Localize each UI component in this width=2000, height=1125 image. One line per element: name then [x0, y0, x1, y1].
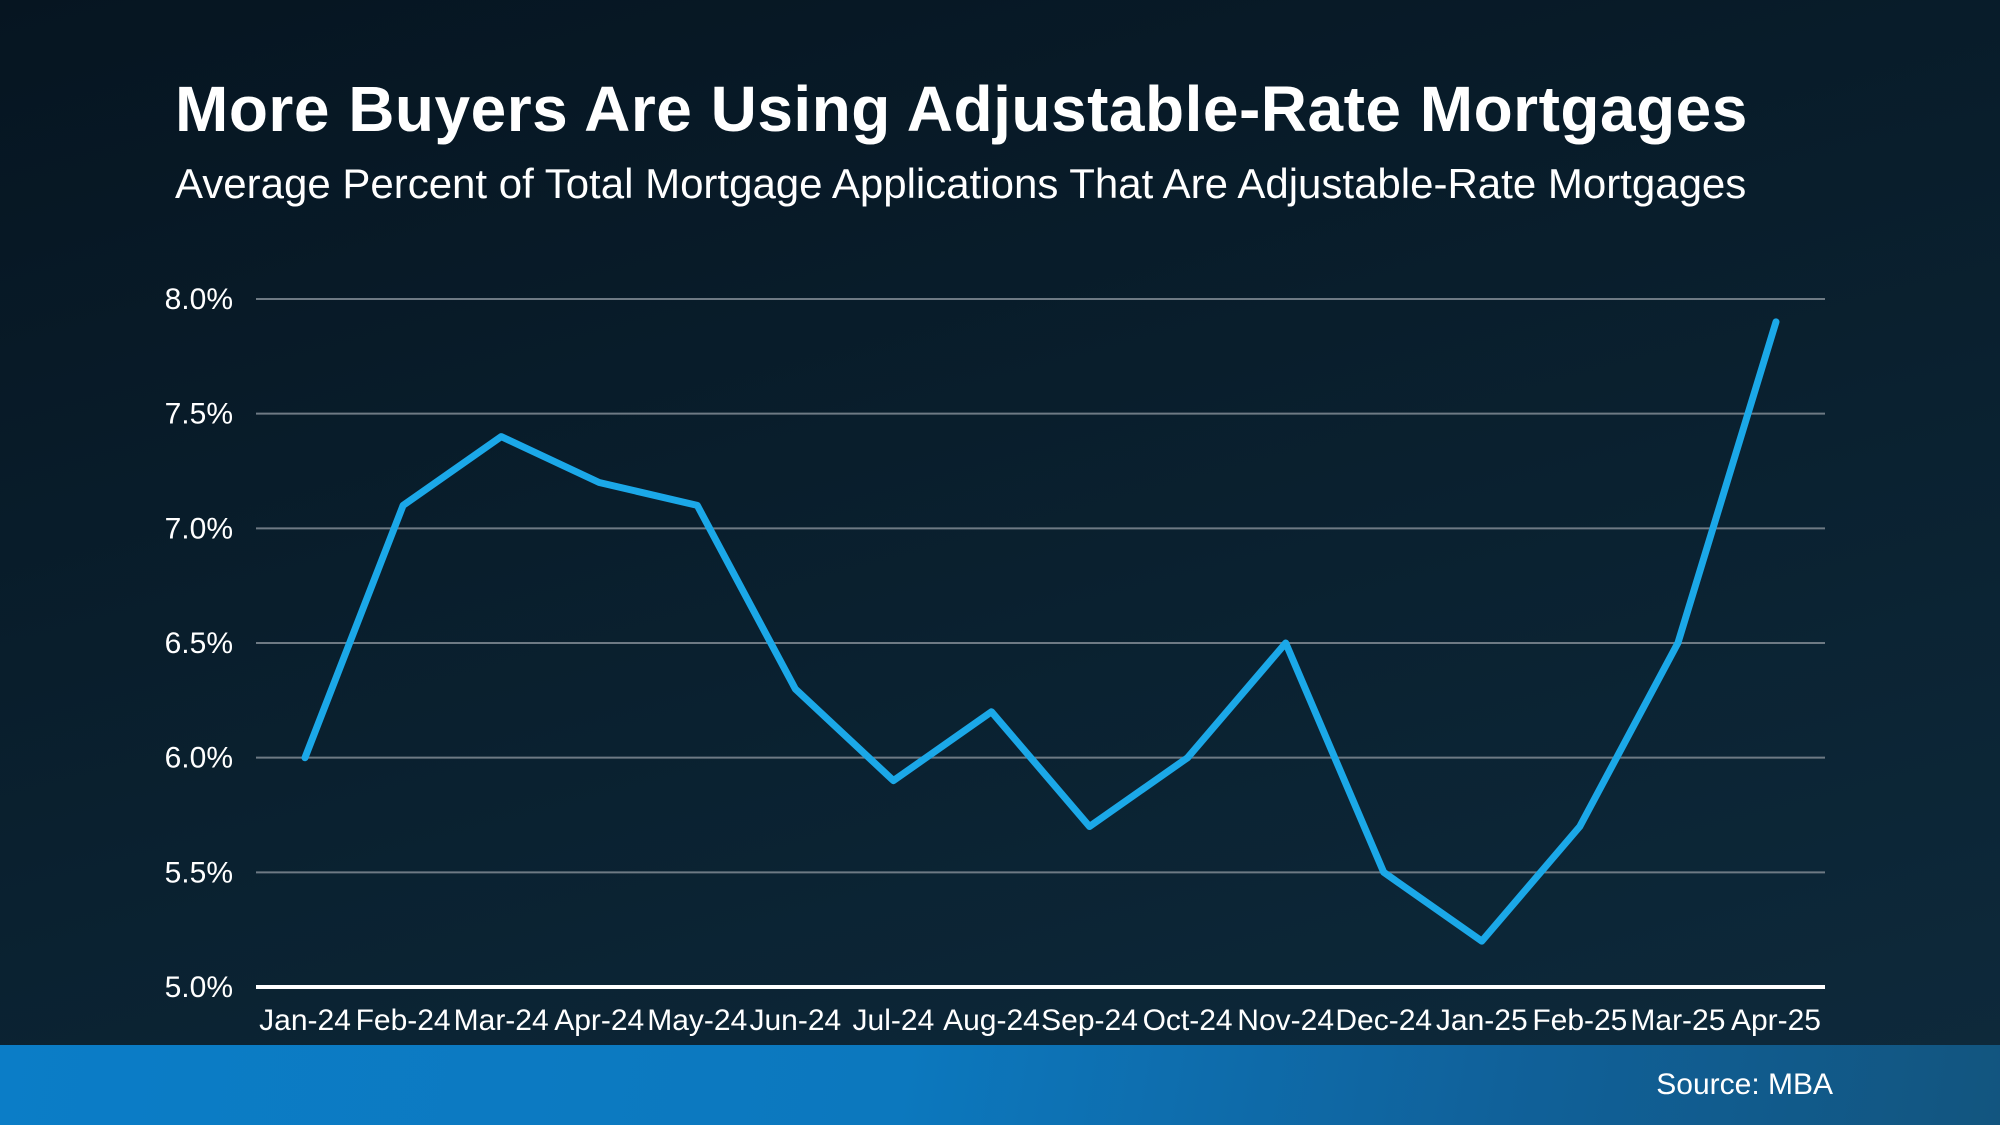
y-tick-label: 7.0% — [165, 512, 233, 545]
x-tick-label: Feb-24 — [356, 1004, 451, 1037]
y-tick-label: 6.0% — [165, 742, 233, 775]
x-tick-label: May-24 — [647, 1004, 747, 1037]
x-tick-label: Aug-24 — [943, 1004, 1040, 1037]
x-tick-label: Mar-25 — [1630, 1004, 1725, 1037]
footer-bar: Source: MBA — [0, 1045, 2000, 1125]
y-axis-tick-labels: 5.0% 5.5% 6.0% 6.5% 7.0% 7.5% 8.0% — [165, 283, 233, 1004]
x-axis-tick-labels: Jan-24 Feb-24 Mar-24 Apr-24 May-24 Jun-24 Jul-… — [259, 1004, 1821, 1037]
y-tick-label: 8.0% — [165, 283, 233, 316]
chart-title: More Buyers Are Using Adjustable-Rate Mo… — [175, 73, 1748, 145]
data-series-layer — [301, 318, 1780, 945]
gridlines — [256, 298, 1825, 989]
chart-subtitle: Average Percent of Total Mortgage Applic… — [175, 160, 1747, 207]
y-tick-label: 5.5% — [165, 856, 233, 889]
x-tick-label: Mar-24 — [454, 1004, 549, 1037]
x-tick-label: Jan-24 — [259, 1004, 351, 1037]
x-tick-label: Jul-24 — [853, 1004, 935, 1037]
y-tick-label: 5.0% — [165, 971, 233, 1004]
x-tick-label: Jan-25 — [1436, 1004, 1528, 1037]
x-tick-label: Apr-25 — [1731, 1004, 1821, 1037]
x-tick-label: Nov-24 — [1237, 1004, 1334, 1037]
source-label: Source: MBA — [1656, 1068, 1833, 1101]
x-tick-label: Sep-24 — [1041, 1004, 1138, 1037]
y-tick-label: 6.5% — [165, 627, 233, 660]
y-tick-label: 7.5% — [165, 398, 233, 431]
x-tick-label: Oct-24 — [1143, 1004, 1233, 1037]
x-tick-label: Apr-24 — [554, 1004, 644, 1037]
arm-share-line-series — [301, 318, 1780, 945]
x-tick-label: Dec-24 — [1335, 1004, 1432, 1037]
x-tick-label: Feb-25 — [1532, 1004, 1627, 1037]
x-tick-label: Jun-24 — [749, 1004, 841, 1037]
